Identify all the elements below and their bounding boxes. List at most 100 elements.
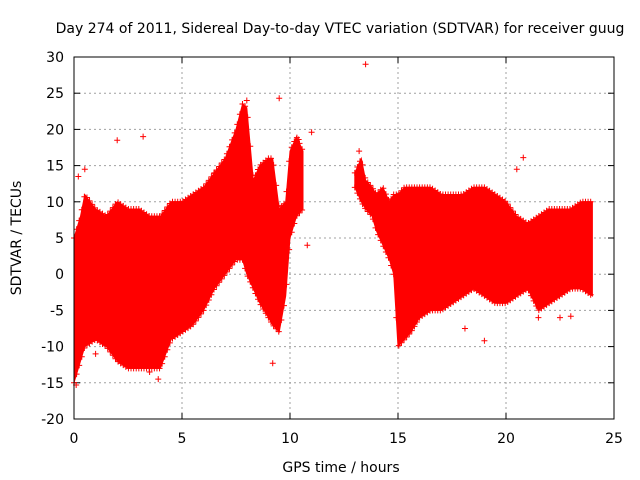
data-point [286,158,293,165]
data-point [398,339,405,346]
data-point [426,184,433,191]
data-point [114,137,121,144]
data-point [73,371,80,378]
y-tick-label: -10 [41,340,64,356]
data-point [299,207,306,214]
data-point [242,265,249,272]
data-point [208,291,215,298]
data-point [102,342,109,349]
data-point [205,296,212,303]
data-point [107,208,114,215]
data-point [205,177,212,184]
data-point [210,286,217,293]
data-point [308,129,315,136]
data-point [200,307,207,314]
data-point [356,158,363,165]
data-point [109,204,116,211]
plot-area [71,61,594,388]
data-point [247,278,254,285]
y-tick-label: -15 [41,376,64,392]
data-point [140,133,147,140]
data-point [286,246,293,253]
data-point [273,182,280,189]
data-point [216,163,223,170]
data-point [533,303,540,310]
data-point [164,204,171,211]
data-point [275,328,282,335]
y-tick-label: -20 [41,412,64,428]
data-point [507,204,514,211]
data-point [362,205,369,212]
data-point [223,150,230,157]
data-point [273,325,280,332]
y-axis-label: SDTVAR / TECUs [9,181,25,296]
data-point [504,201,511,208]
data-point [267,318,274,325]
x-tick-label: 20 [497,431,515,447]
data-point [161,353,168,360]
x-tick-label: 10 [281,431,299,447]
data-point [203,302,210,309]
y-tick-label: 25 [46,86,64,102]
data-point [244,273,251,280]
data-point [112,355,119,362]
data-point [393,314,400,321]
data-point [190,321,197,328]
data-point [221,156,228,163]
data-point [512,211,519,218]
data-point [385,254,392,261]
data-point [249,284,256,291]
data-point [92,350,99,357]
data-point [390,271,397,278]
data-point [364,208,371,215]
data-point [288,144,295,151]
data-point [278,317,285,324]
data-point [502,198,509,205]
tick-labels: 0 5 10 15 20 25 -20 -15 -10 -5 0 5 10 15 20 25 30 [41,50,623,447]
data-point [213,282,220,289]
data-point [231,129,238,136]
data-point [247,143,254,150]
data-point [577,199,584,206]
data-point [270,162,277,169]
data-point [78,353,85,360]
data-point [385,196,392,203]
data-point [221,272,228,279]
data-point [192,317,199,324]
data-point [226,265,233,272]
data-point [260,305,267,312]
data-point [75,173,82,180]
data-point [255,296,262,303]
data-point [351,184,358,191]
y-tick-label: 30 [46,50,64,66]
data-point [398,187,405,194]
data-point [377,186,384,193]
data-point [522,219,529,226]
data-point [388,195,395,202]
data-point [208,173,215,180]
data-point [229,136,236,143]
data-point [280,200,287,207]
x-tick-label: 15 [389,431,407,447]
data-point [234,121,241,128]
data-point [304,242,311,249]
data-point [89,201,96,208]
data-point [359,161,366,168]
data-point [269,360,276,367]
data-point [437,190,444,197]
data-point [528,292,535,299]
data-point [509,208,516,215]
data-point [275,202,282,209]
data-point [198,310,205,317]
data-point [91,336,98,343]
data-point [200,184,207,191]
data-point [155,376,162,383]
data-point [380,185,387,192]
x-tick-label: 25 [605,431,623,447]
data-point [481,337,488,344]
data-point [76,362,83,369]
data-point [406,331,413,338]
data-point [159,210,166,217]
data-point [78,206,85,213]
data-point [291,220,298,227]
